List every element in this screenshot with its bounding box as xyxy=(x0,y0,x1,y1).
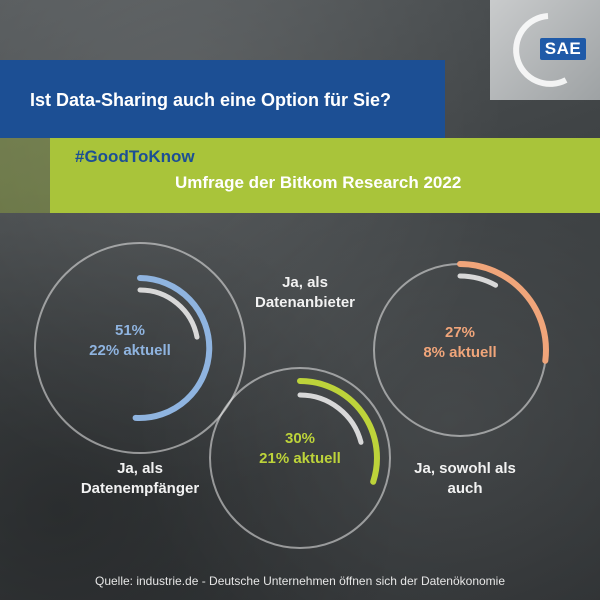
outline-circle-provider xyxy=(209,367,391,549)
label-recipient-line2: Datenempfänger xyxy=(80,480,200,497)
arc-both-current xyxy=(457,273,499,288)
arc-both-value xyxy=(457,261,549,364)
survey-subtitle: Umfrage der Bitkom Research 2022 xyxy=(175,173,462,192)
label-both: Ja, sowohl als auch xyxy=(405,459,525,499)
current-provider: 21% aktuell xyxy=(259,450,341,467)
page-title: Ist Data-Sharing auch eine Option für Si… xyxy=(30,90,392,110)
value-recipient: 51% xyxy=(114,322,146,339)
arc-recipient-current xyxy=(137,287,200,340)
label-recipient: Ja, als Datenempfänger xyxy=(80,459,200,499)
current-recipient: 22% aktuell xyxy=(89,342,171,359)
source-footnote: Quelle: industrie.de - Deutsche Unterneh… xyxy=(94,574,505,588)
label-provider-line2: Datenanbieter xyxy=(254,294,356,311)
sae-logo: SAE xyxy=(540,38,586,60)
current-both: 8% aktuell xyxy=(423,344,497,361)
label-provider: Ja, als Datenanbieter xyxy=(245,273,365,313)
arc-provider-current xyxy=(297,392,364,445)
label-both-line2: auch xyxy=(447,480,483,497)
value-provider: 30% xyxy=(284,430,316,447)
value-both: 27% xyxy=(444,324,476,341)
hashtag-label: #GoodToKnow xyxy=(75,147,195,166)
question-banner xyxy=(0,60,445,138)
survey-banner xyxy=(50,138,600,213)
logo-swoosh xyxy=(513,13,568,87)
label-recipient-line1: Ja, als xyxy=(117,460,163,477)
arc-recipient-value xyxy=(132,275,213,421)
arc-provider-value xyxy=(297,378,380,485)
label-both-line1: Ja, sowohl als xyxy=(414,460,516,477)
green-band-edge xyxy=(0,138,50,213)
label-provider-line1: Ja, als xyxy=(282,274,328,291)
outline-circle-recipient xyxy=(34,242,246,454)
